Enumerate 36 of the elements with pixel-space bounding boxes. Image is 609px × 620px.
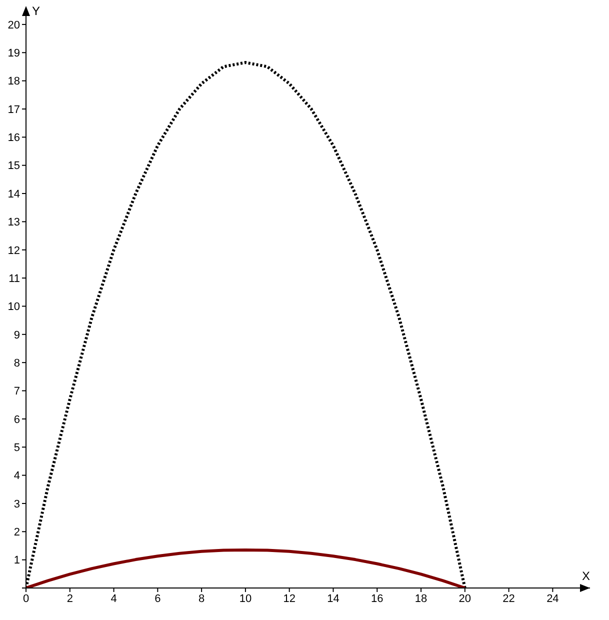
x-tick-label: 14 [327, 592, 340, 605]
x-tick-label: 8 [198, 592, 205, 605]
y-tick-label: 18 [8, 76, 20, 88]
x-tick-label: 16 [371, 592, 384, 605]
x-axis-title: X [582, 569, 590, 583]
x-tick-label: 4 [110, 592, 117, 605]
y-tick-label: 3 [14, 498, 20, 510]
y-tick-label: 17 [8, 104, 20, 116]
y-tick-label: 8 [14, 357, 20, 370]
y-tick-label: 11 [8, 272, 20, 285]
line-series [26, 548, 466, 588]
y-tick-label: 20 [8, 19, 20, 32]
x-tick-label: 22 [502, 592, 515, 605]
y-tick-label: 1 [14, 554, 20, 567]
y-tick-label: 6 [14, 414, 20, 426]
y-tick-label: 4 [14, 470, 20, 482]
x-tick-label: 18 [414, 592, 428, 605]
y-axis-title: Y [32, 4, 40, 18]
x-tick-label: 6 [154, 592, 161, 605]
y-tick-label: 14 [8, 188, 20, 200]
y-tick-label: 16 [8, 132, 20, 144]
y-tick-label: 10 [8, 301, 20, 314]
x-tick-label: 20 [458, 592, 472, 605]
x-tick-label: 10 [239, 592, 252, 605]
x-tick-label: 0 [22, 592, 30, 605]
x-tick-label: 2 [66, 592, 73, 605]
y-tick-label: 13 [8, 216, 20, 229]
y-tick-label: 2 [14, 526, 20, 539]
y-tick-label: 5 [14, 442, 20, 454]
y-tick-label: 9 [14, 329, 20, 342]
y-tick-label: 12 [8, 244, 20, 257]
y-tick-label: 7 [14, 386, 20, 398]
x-tick-label: 24 [546, 592, 559, 605]
y-tick-label: 15 [8, 160, 20, 172]
x-tick-label: 12 [283, 592, 296, 605]
y-tick-label: 19 [8, 48, 20, 60]
